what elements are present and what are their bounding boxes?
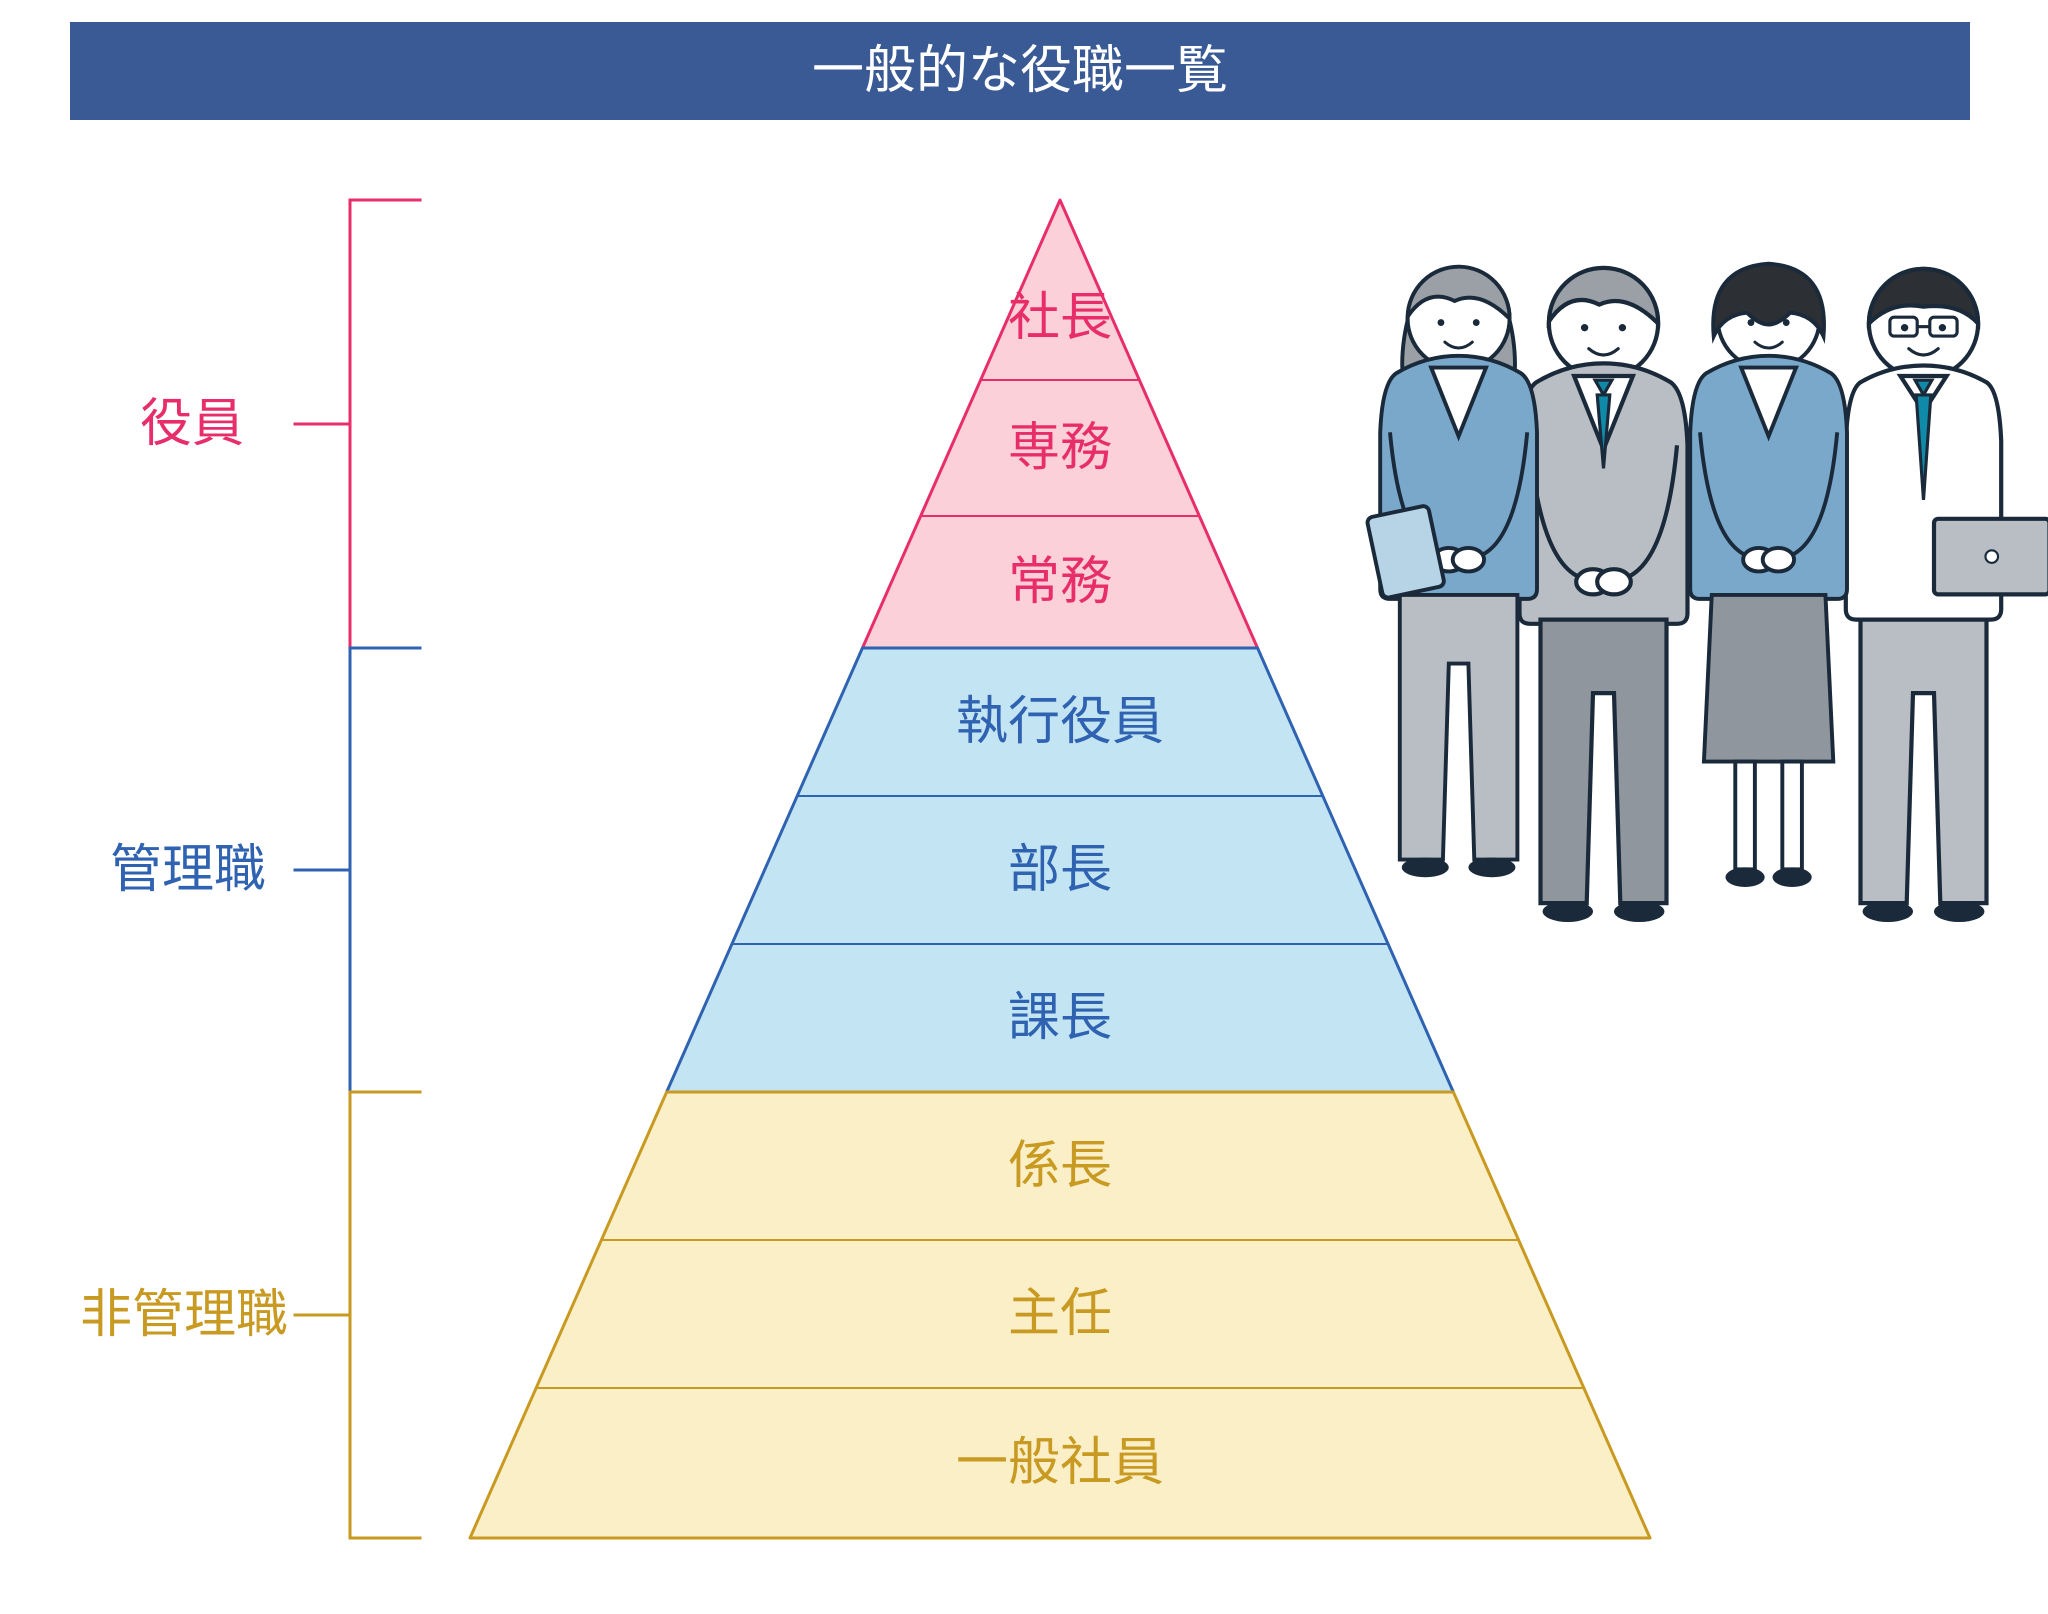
category-bracket [295, 200, 420, 648]
category-bracket [295, 1092, 420, 1538]
people-illustration [1366, 264, 2048, 922]
pyramid-level-label: 常務 [1008, 553, 1112, 611]
pyramid-level-label: 社長 [1008, 289, 1112, 347]
title-text: 一般的な役職一覧 [812, 42, 1228, 100]
pyramid-level-label: 主任 [1008, 1285, 1112, 1343]
category-bracket [295, 648, 420, 1092]
pyramid-level-label: 課長 [1008, 989, 1112, 1047]
pyramid-level-label: 一般社員 [956, 1434, 1164, 1492]
pyramid-level-label: 係長 [1008, 1137, 1112, 1195]
pyramid-level-label: 執行役員 [956, 693, 1164, 751]
pyramid-level-label: 専務 [1008, 419, 1112, 477]
diagram-canvas: 一般的な役職一覧社長専務常務執行役員部長課長係長主任一般社員 役員管理職非管理職 [0, 0, 2048, 1614]
category-label: 非管理職 [80, 1286, 288, 1344]
category-label: 役員 [140, 395, 244, 453]
pyramid-level-label: 部長 [1008, 841, 1112, 899]
category-label: 管理職 [110, 841, 266, 899]
diagram-svg: 一般的な役職一覧社長専務常務執行役員部長課長係長主任一般社員 役員管理職非管理職 [0, 0, 2048, 1614]
